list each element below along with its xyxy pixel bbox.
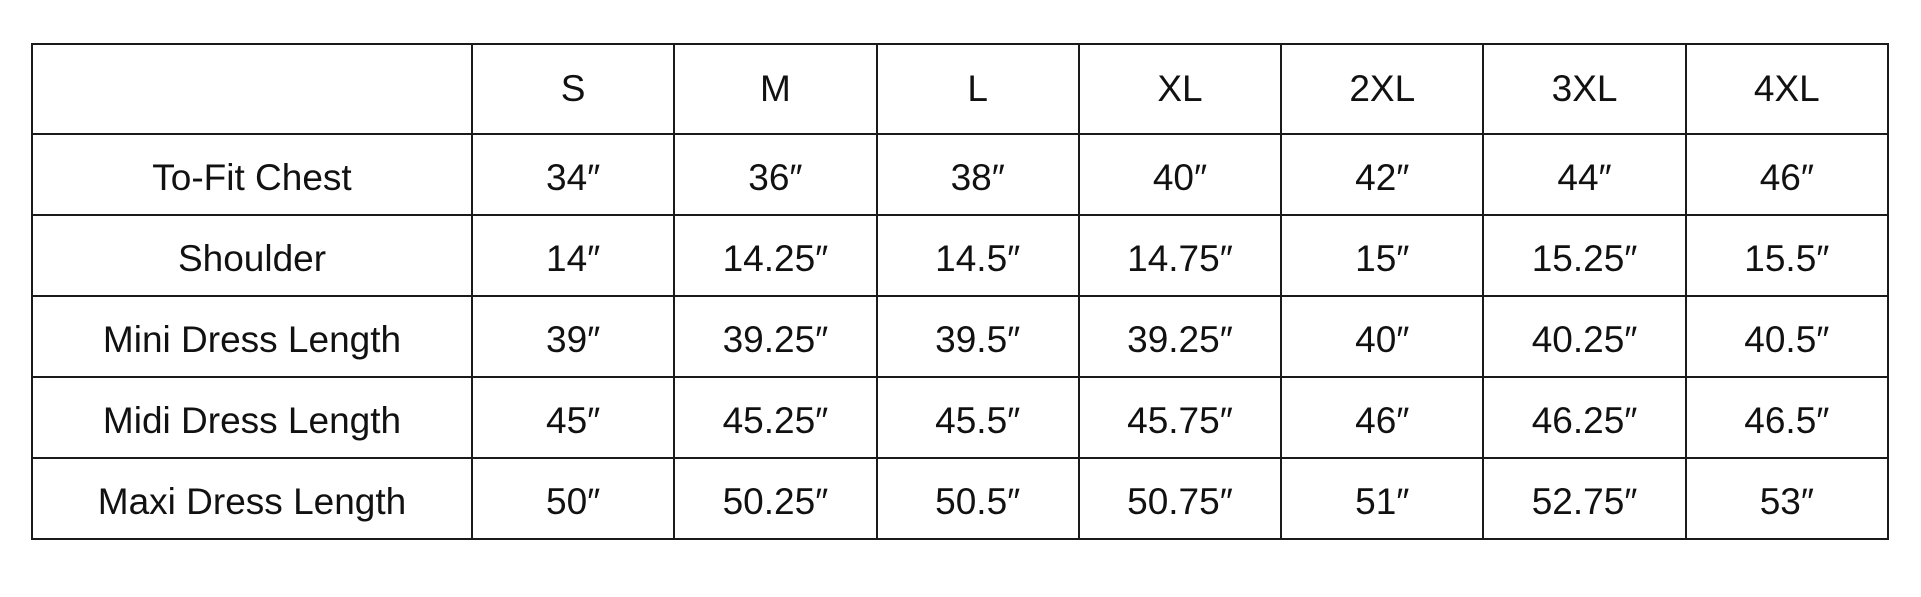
measurement-value: 50.75″ (1077, 457, 1283, 540)
measurement-value: 45.5″ (875, 376, 1080, 459)
size-header: M (673, 43, 878, 135)
measurement-value: 34″ (470, 133, 676, 216)
measurement-value: 40″ (1077, 133, 1283, 216)
size-header: S (470, 43, 676, 135)
measurement-value: 45″ (470, 376, 676, 459)
measurement-value: 15″ (1280, 214, 1485, 297)
measurement-value: 39″ (470, 295, 676, 378)
table-row: Midi Dress Length 45″ 45.25″ 45.5″ 45.75″ 46″… (31, 376, 1890, 459)
measurement-value: 42″ (1280, 133, 1485, 216)
size-header: 2XL (1280, 43, 1485, 135)
measurement-value: 46.5″ (1684, 376, 1890, 459)
measurement-value: 39.25″ (1077, 295, 1283, 378)
size-chart-table: S M L XL 2XL 3XL 4XL To-Fit Chest 34″ 36″ 3… (31, 43, 1890, 540)
measurement-value: 53″ (1684, 457, 1890, 540)
size-header: XL (1077, 43, 1283, 135)
table-row: Shoulder 14″ 14.25″ 14.5″ 14.75″ 15″ 15.25″ 15.… (31, 214, 1890, 297)
measurement-label: Maxi Dress Length (31, 457, 473, 540)
size-header-row: S M L XL 2XL 3XL 4XL (31, 43, 1890, 135)
measurement-value: 51″ (1280, 457, 1485, 540)
measurement-value: 50.25″ (673, 457, 878, 540)
measurement-value: 15.5″ (1684, 214, 1890, 297)
measurement-value: 50.5″ (875, 457, 1080, 540)
measurement-value: 44″ (1482, 133, 1687, 216)
measurement-value: 14.5″ (875, 214, 1080, 297)
table-row: To-Fit Chest 34″ 36″ 38″ 40″ 42″ 44″ 46″ (31, 133, 1890, 216)
measurement-label: Shoulder (31, 214, 473, 297)
measurement-value: 45.75″ (1077, 376, 1283, 459)
measurement-value: 46″ (1684, 133, 1890, 216)
measurement-value: 14.25″ (673, 214, 878, 297)
measurement-value: 14″ (470, 214, 676, 297)
corner-cell (31, 43, 473, 135)
measurement-value: 40″ (1280, 295, 1485, 378)
measurement-value: 40.5″ (1684, 295, 1890, 378)
size-header: 3XL (1482, 43, 1687, 135)
measurement-label: Midi Dress Length (31, 376, 473, 459)
measurement-value: 15.25″ (1482, 214, 1687, 297)
measurement-value: 45.25″ (673, 376, 878, 459)
measurement-label: Mini Dress Length (31, 295, 473, 378)
measurement-value: 50″ (470, 457, 676, 540)
measurement-value: 46″ (1280, 376, 1485, 459)
measurement-value: 38″ (875, 133, 1080, 216)
measurement-value: 36″ (673, 133, 878, 216)
table-row: Maxi Dress Length 50″ 50.25″ 50.5″ 50.75″ 51″… (31, 457, 1890, 540)
measurement-value: 46.25″ (1482, 376, 1687, 459)
measurement-value: 52.75″ (1482, 457, 1687, 540)
measurement-value: 40.25″ (1482, 295, 1687, 378)
table-row: Mini Dress Length 39″ 39.25″ 39.5″ 39.25″ 40″… (31, 295, 1890, 378)
measurement-value: 39.5″ (875, 295, 1080, 378)
size-header: 4XL (1684, 43, 1890, 135)
size-header: L (875, 43, 1080, 135)
measurement-label: To-Fit Chest (31, 133, 473, 216)
measurement-value: 14.75″ (1077, 214, 1283, 297)
measurement-value: 39.25″ (673, 295, 878, 378)
